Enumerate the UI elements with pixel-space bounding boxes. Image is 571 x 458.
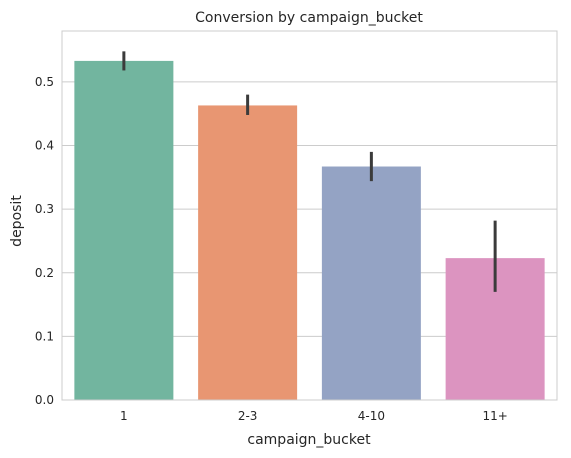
y-tick-label: 0.0 bbox=[35, 393, 54, 407]
bar-1 bbox=[74, 60, 174, 400]
y-axis-ticks: 0.0 0.1 0.2 0.3 0.4 0.5 bbox=[35, 75, 54, 407]
y-tick-label: 0.4 bbox=[35, 139, 54, 153]
y-tick-label: 0.5 bbox=[35, 75, 54, 89]
x-tick-label: 2-3 bbox=[238, 409, 258, 423]
y-axis-label: deposit bbox=[9, 195, 25, 247]
x-tick-label: 4-10 bbox=[358, 409, 385, 423]
y-tick-label: 0.3 bbox=[35, 202, 54, 216]
x-tick-label: 11+ bbox=[482, 409, 507, 423]
plot-frame bbox=[61, 30, 558, 401]
bar-4-10 bbox=[321, 166, 421, 400]
x-axis-label: campaign_bucket bbox=[247, 432, 371, 448]
y-tick-label: 0.2 bbox=[35, 266, 54, 280]
y-tick-label: 0.1 bbox=[35, 329, 54, 343]
x-tick-label: 1 bbox=[120, 409, 128, 423]
error-bars bbox=[122, 51, 497, 292]
x-axis-ticks: 1 2-3 4-10 11+ bbox=[120, 409, 508, 423]
bars bbox=[74, 60, 545, 400]
bar-2-3 bbox=[198, 105, 298, 400]
chart-title: Conversion by campaign_bucket bbox=[195, 10, 423, 26]
